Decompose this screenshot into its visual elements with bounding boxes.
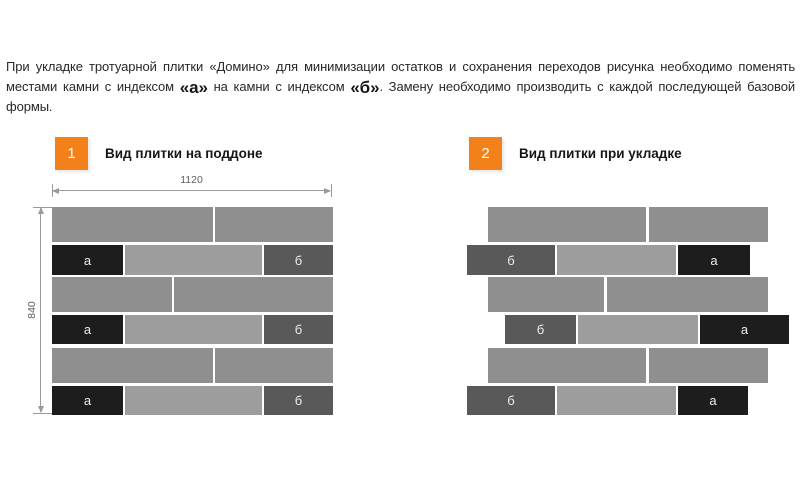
tile-mid [125, 386, 262, 415]
tile-mid [125, 245, 262, 275]
tile-base [52, 277, 172, 312]
tile-mid [125, 315, 262, 344]
laying-diagram: б а б а б а [467, 206, 790, 416]
tile-a: а [52, 386, 123, 415]
tile-mid [557, 245, 676, 275]
tile-a: а [678, 386, 748, 415]
dimension-arrow-up-icon [38, 207, 44, 214]
tile-b: б [264, 245, 333, 275]
tile-b: б [467, 386, 555, 415]
tile-a: а [700, 315, 789, 344]
tile-label: б [294, 393, 303, 408]
intro-paragraph: При укладке тротуарной плитки «Домино» д… [6, 57, 795, 117]
tile-b: б [467, 245, 555, 275]
section-1-number: 1 [67, 145, 76, 162]
tile-b: б [264, 315, 333, 344]
tile-base [607, 277, 768, 312]
intro-text-segment: на камни с индексом [207, 79, 351, 94]
intro-emphasis-index: «б» [350, 78, 380, 97]
tile-base [488, 277, 604, 312]
tile-mid [578, 315, 698, 344]
tile-label: б [294, 252, 303, 268]
height-dimension-line [40, 208, 41, 412]
tile-a: а [52, 245, 123, 275]
tile-label: б [536, 322, 545, 337]
tile-label: а [709, 393, 717, 408]
tile-label: а [83, 322, 92, 337]
tile-label: а [83, 252, 92, 268]
dimension-arrow-right-icon [324, 188, 331, 194]
tile-base [174, 277, 333, 312]
tile-base [215, 207, 333, 242]
tile-label: а [83, 393, 92, 408]
height-dimension-tick-top [33, 207, 52, 208]
tile-base [488, 348, 646, 383]
width-dimension-tick-left [52, 184, 53, 197]
height-dimension-label: 840 [26, 301, 38, 319]
section-2-number-badge: 2 [469, 137, 502, 170]
tile-a: а [52, 315, 123, 344]
section-1-number-badge: 1 [55, 137, 88, 170]
dimension-arrow-down-icon [38, 406, 44, 413]
height-dimension-tick-bottom [33, 413, 52, 414]
tile-base [215, 348, 333, 383]
tile-b: б [264, 386, 333, 415]
tile-label: б [507, 393, 515, 408]
section-2-title: Вид плитки при укладке [519, 146, 682, 161]
tile-base [52, 348, 213, 383]
tile-mid [557, 386, 676, 415]
tile-b: б [505, 315, 576, 344]
tile-a: а [678, 245, 750, 275]
width-dimension-tick-right [331, 184, 332, 197]
intro-text-segment: . Замену необходимо производить с каждой… [6, 79, 795, 114]
tile-base [488, 207, 646, 242]
tile-base [52, 207, 213, 242]
width-dimension-line [53, 190, 330, 191]
dimension-arrow-left-icon [52, 188, 59, 194]
tile-label: а [710, 252, 718, 268]
pallet-diagram: а б а б а б [52, 206, 333, 416]
intro-text-segment: При укладке тротуарной плитки «Домино» д… [6, 59, 795, 94]
tile-base [649, 348, 768, 383]
tile-base [649, 207, 768, 242]
tile-label: б [507, 252, 515, 268]
intro-emphasis-index: «а» [179, 78, 208, 97]
tile-label: а [740, 322, 749, 337]
section-2-number: 2 [481, 145, 490, 162]
section-1-title: Вид плитки на поддоне [105, 146, 263, 161]
tile-label: б [294, 322, 303, 337]
width-dimension-label: 1120 [180, 174, 203, 186]
